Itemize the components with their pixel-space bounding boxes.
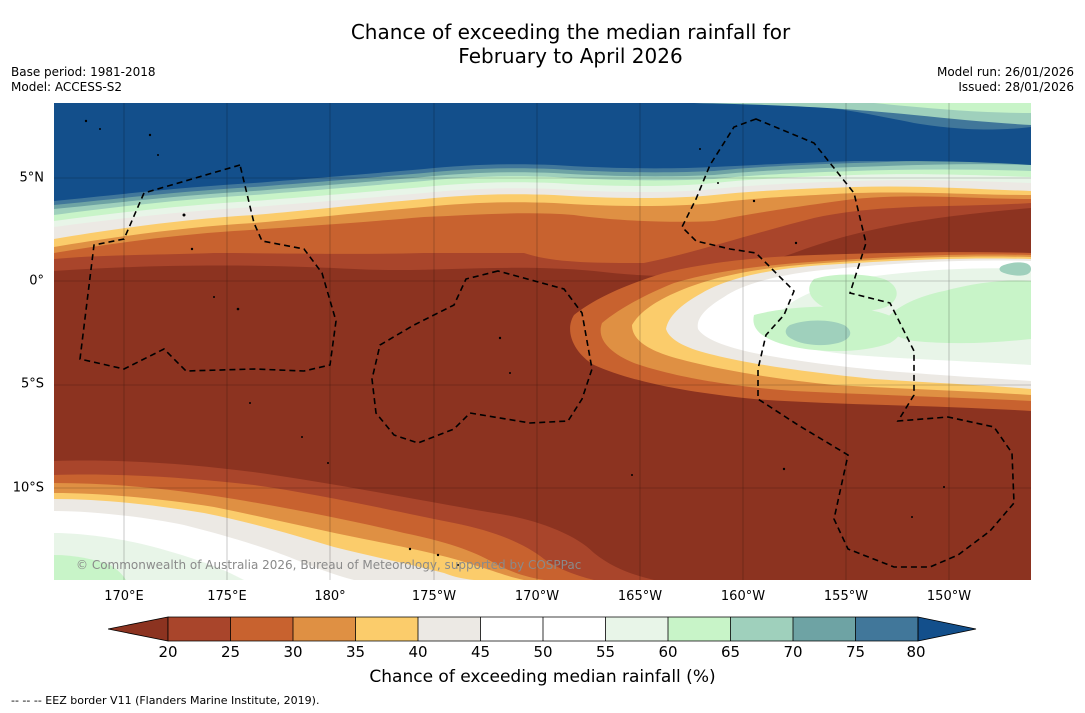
cbar-tick-45: 45 — [470, 643, 491, 661]
cbar-tick-30: 30 — [283, 643, 303, 661]
region-north-gt80 — [54, 103, 1031, 201]
base-period: Base period: 1981-2018 — [11, 65, 156, 79]
region-east-b60-65-a — [885, 280, 1031, 344]
cbar-tick-25: 25 — [220, 643, 241, 661]
cbar-tick-60: 60 — [658, 643, 678, 661]
eez-border-kiribati-gilbert — [79, 163, 337, 372]
region-east-b65-70-b — [999, 262, 1031, 276]
cbar-tick-70: 70 — [783, 643, 803, 661]
issued-date: Issued: 28/01/2026 — [958, 80, 1074, 94]
lat-label-10s: 10°S — [12, 480, 44, 496]
cbar-swatch-65-70 — [730, 617, 793, 641]
lat-label-5n: 5°N — [19, 170, 45, 186]
title-line-1: Chance of exceeding the median rainfall … — [350, 20, 791, 44]
cbar-swatch-70-75 — [793, 617, 856, 641]
cbar-dividers — [167, 616, 919, 642]
eez-borders — [79, 118, 1015, 568]
cbar-tick-80: 80 — [906, 643, 926, 661]
lon-label-170w: 170°W — [514, 589, 560, 604]
lon-label-175e: 175°E — [207, 589, 247, 604]
lat-label-eq: 0° — [29, 273, 44, 289]
model-name: Model: ACCESS-S2 — [11, 80, 123, 94]
lon-label-180: 180° — [314, 589, 346, 604]
meta-left: Base period: 1981-2018 Model: ACCESS-S2 — [11, 65, 156, 95]
cbar-swatch-40-45 — [418, 617, 481, 641]
rainfall-map — [54, 103, 1031, 580]
map-canvas — [54, 103, 1031, 580]
eez-footnote: -- -- -- EEZ border V11 (Flanders Marine… — [11, 694, 320, 707]
cbar-swatch-75-80 — [855, 617, 918, 641]
title-line-2: February to April 2026 — [458, 44, 683, 68]
cbar-tick-55: 55 — [595, 643, 616, 661]
cbar-swatch-lt20 — [108, 616, 169, 642]
cbar-swatch-gt80 — [917, 616, 977, 642]
cbar-swatch-20-25 — [168, 617, 231, 641]
model-run: Model run: 26/01/2026 — [936, 65, 1074, 79]
cbar-swatch-60-65 — [668, 617, 731, 641]
lon-label-160w: 160°W — [720, 589, 766, 604]
lon-label-165w: 165°W — [617, 589, 663, 604]
region-south-b60-65 — [54, 555, 126, 580]
eez-border-kiribati-line — [681, 118, 1015, 568]
islands — [84, 119, 945, 566]
cbar-swatch-50-55 — [543, 617, 606, 641]
lat-label-5s: 5°S — [20, 376, 44, 392]
region-east-b65-70-a — [785, 320, 851, 346]
cbar-tick-20: 20 — [158, 643, 178, 661]
cbar-tick-35: 35 — [345, 643, 366, 661]
cbar-swatch-30-35 — [293, 617, 356, 641]
lon-label-175w: 175°W — [411, 589, 457, 604]
colorbar — [108, 616, 977, 642]
meta-right: Model run: 26/01/2026 Issued: 28/01/2026 — [937, 65, 1074, 95]
map-title: Chance of exceeding the median rainfall … — [0, 20, 1085, 68]
cbar-swatch-55-60 — [605, 617, 668, 641]
cbar-swatch-45-50 — [480, 617, 543, 641]
colorbar-label: Chance of exceeding median rainfall (%) — [369, 667, 716, 687]
cbar-tick-75: 75 — [845, 643, 866, 661]
lon-label-170e: 170°E — [104, 589, 144, 604]
eez-border-kiribati-phoenix — [371, 270, 593, 444]
region-north-top-green — [874, 103, 1031, 113]
cbar-tick-50: 50 — [533, 643, 553, 661]
graticule — [54, 103, 1031, 580]
cbar-swatch-35-40 — [355, 617, 418, 641]
lon-label-155w: 155°W — [823, 589, 869, 604]
cbar-swatch-25-30 — [230, 617, 293, 641]
lon-label-150w: 150°W — [926, 589, 972, 604]
cbar-tick-65: 65 — [720, 643, 741, 661]
cbar-tick-40: 40 — [408, 643, 428, 661]
copyright-notice: © Commonwealth of Australia 2026, Bureau… — [76, 558, 582, 572]
